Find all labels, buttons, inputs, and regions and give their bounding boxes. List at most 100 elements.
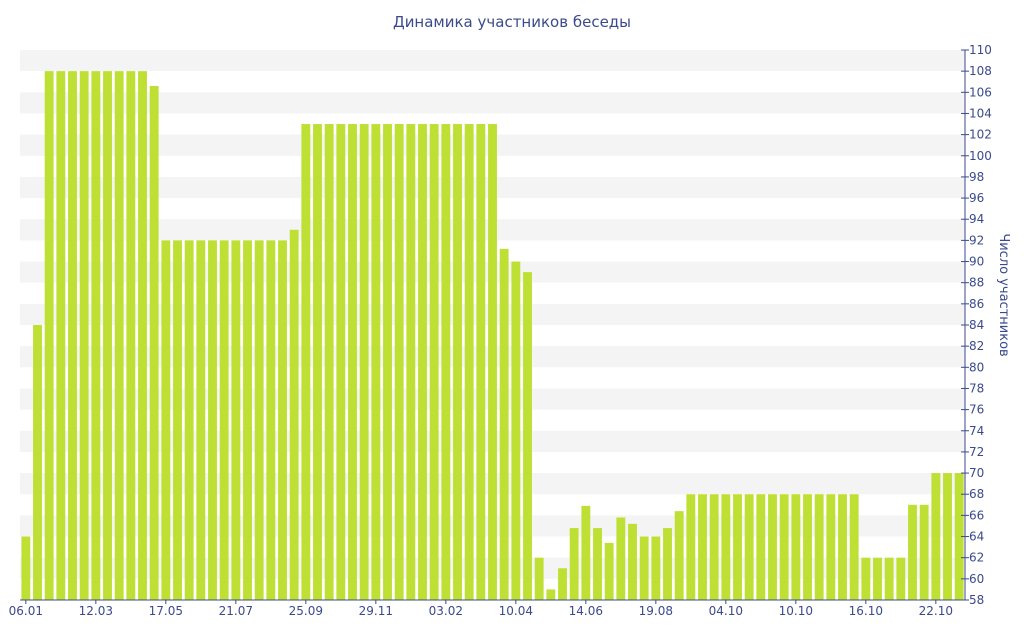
bar [943, 473, 952, 600]
bar [639, 536, 649, 600]
bar [173, 240, 182, 600]
bar [266, 240, 276, 600]
y-tick-label: 84 [969, 318, 984, 332]
y-tick-label: 60 [969, 572, 984, 586]
y-tick-label: 104 [969, 106, 992, 120]
bar [383, 124, 392, 600]
bar [348, 124, 357, 600]
bar [884, 557, 894, 600]
y-tick-label: 74 [969, 424, 984, 438]
x-tick-label: 19.08 [639, 604, 673, 618]
bar [464, 124, 474, 600]
bar [371, 124, 381, 600]
bar [476, 124, 486, 600]
x-tick-label: 21.07 [219, 604, 253, 618]
bar [56, 71, 66, 600]
bar [569, 528, 579, 600]
y-tick-label: 64 [969, 530, 984, 544]
bar [418, 124, 427, 600]
bar [954, 473, 964, 600]
bar [791, 494, 801, 600]
bar [68, 71, 77, 600]
bar [581, 505, 591, 600]
bar [243, 240, 252, 600]
x-tick-label: 10.04 [499, 604, 533, 618]
y-tick-label: 76 [969, 403, 984, 417]
x-tick-label: 12.03 [79, 604, 113, 618]
bar [803, 494, 812, 600]
bar [488, 124, 497, 600]
bar [779, 494, 789, 600]
bar [931, 473, 941, 600]
bar [558, 568, 567, 600]
bar [511, 261, 521, 600]
bar [33, 325, 42, 600]
y-tick-label: 82 [969, 339, 984, 353]
x-tick-label: 29.11 [359, 604, 393, 618]
bar [873, 557, 882, 600]
bar [44, 71, 54, 600]
bar [616, 517, 626, 600]
y-tick-label: 102 [969, 128, 992, 142]
x-tick-label: 10.10 [779, 604, 813, 618]
y-tick-label: 58 [969, 593, 984, 607]
bar [114, 71, 124, 600]
x-tick-label: 25.09 [289, 604, 323, 618]
bar [838, 494, 847, 600]
bar [663, 528, 672, 600]
y-tick-label: 68 [969, 487, 984, 501]
bar [826, 494, 836, 600]
bar [523, 272, 532, 600]
bar [674, 511, 684, 600]
x-tick-label: 14.06 [569, 604, 603, 618]
bar [359, 124, 369, 600]
bar [651, 536, 661, 600]
bar [208, 240, 217, 600]
bar [604, 542, 614, 600]
bar [453, 124, 462, 600]
bar [534, 557, 544, 600]
bar [324, 124, 334, 600]
bar [394, 124, 404, 600]
bar [919, 504, 929, 600]
bar [896, 557, 906, 600]
bar [219, 240, 229, 600]
bar [849, 494, 859, 600]
bar [429, 124, 439, 600]
bar [184, 240, 194, 600]
y-tick-label: 80 [969, 360, 984, 374]
bar [91, 71, 101, 600]
bar [546, 589, 556, 600]
y-tick-label: 62 [969, 551, 984, 565]
bar [814, 494, 824, 600]
bar [79, 71, 89, 600]
bar [756, 494, 766, 600]
bar [254, 240, 264, 600]
bar [301, 124, 311, 600]
y-tick-label: 78 [969, 381, 984, 395]
bar [908, 504, 917, 600]
bar [278, 240, 287, 600]
bar [768, 494, 777, 600]
x-tick-label: 06.01 [9, 604, 43, 618]
bar [698, 494, 707, 600]
bar [161, 240, 171, 600]
y-tick-label: 108 [969, 64, 992, 78]
bar [593, 528, 602, 600]
bars-group [21, 71, 964, 600]
y-tick-label: 94 [969, 212, 984, 226]
bar [733, 494, 742, 600]
bar [744, 494, 754, 600]
bar [231, 240, 241, 600]
y-tick-label: 92 [969, 233, 984, 247]
bar [628, 523, 637, 600]
bar [21, 536, 31, 600]
y-tick-label: 96 [969, 191, 984, 205]
y-tick-label: 110 [969, 43, 992, 57]
y-tick-label: 106 [969, 85, 992, 99]
bar [406, 124, 416, 600]
bar [126, 71, 136, 600]
y-tick-label: 90 [969, 255, 984, 269]
